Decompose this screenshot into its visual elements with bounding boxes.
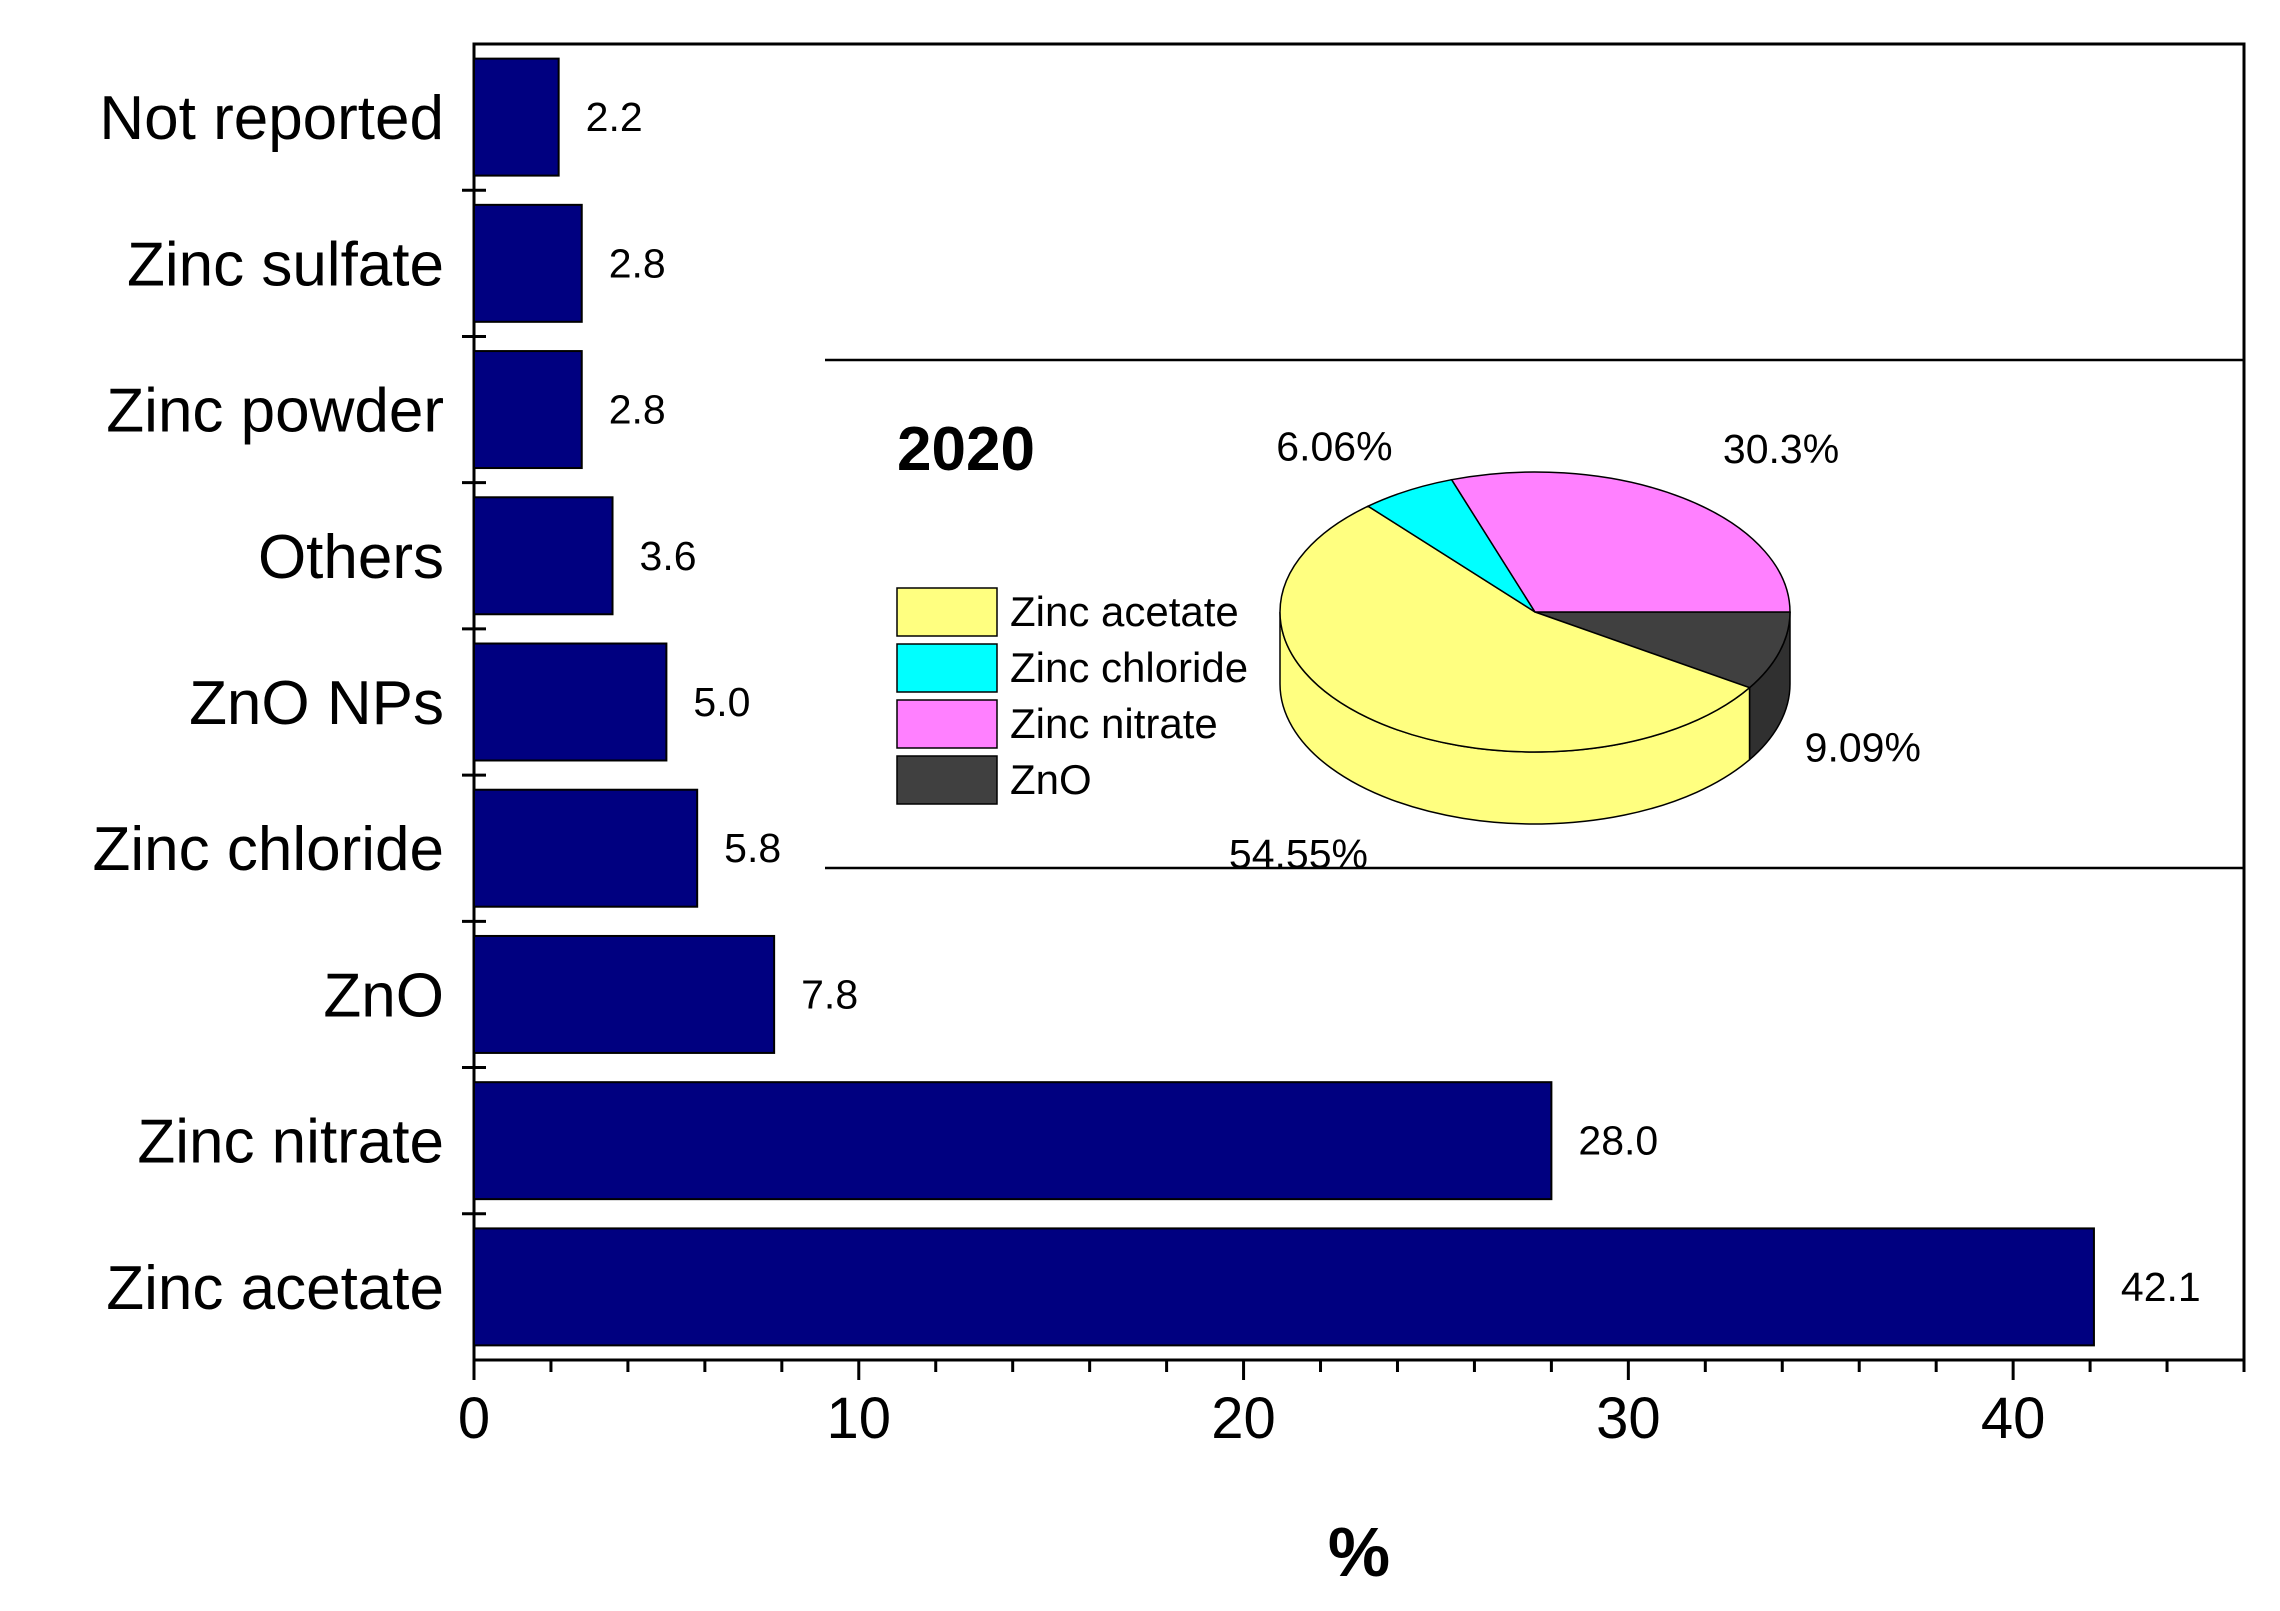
- bar-zno-nps: [473, 642, 668, 762]
- bar-zno: [473, 934, 776, 1054]
- legend-swatch-zinc-acetate: [896, 587, 998, 637]
- legend-label-zno: ZnO: [1010, 756, 1092, 803]
- pie-label-zno: 9.09%: [1805, 724, 1921, 770]
- bar-zinc-sulfate: [473, 203, 583, 323]
- value-label-zno-nps: 5.0: [693, 679, 750, 725]
- value-label-zinc-sulfate: 2.8: [609, 240, 666, 286]
- x-tick-label-0: 0: [458, 1386, 490, 1451]
- category-label-zno: ZnO: [323, 961, 444, 1030]
- pie-inset: 2020 Zinc acetate Zinc chloride Zinc nitra…: [825, 358, 2244, 877]
- x-axis: Not reported Zinc sulfate Zinc powder Other…: [93, 84, 2246, 1451]
- category-label-zinc-sulfate: Zinc sulfate: [127, 230, 444, 299]
- pie-slice-zinc-nitrate: [1450, 471, 1791, 613]
- bar-zinc-acetate: [473, 1227, 2095, 1347]
- pie-slice-zinc-acetate: [1279, 505, 1752, 753]
- category-label-not-reported: Not reported: [99, 84, 444, 153]
- bar-others: [473, 496, 614, 616]
- value-label-zinc-nitrate: 28.0: [1578, 1118, 1658, 1164]
- category-label-zno-nps: ZnO NPs: [189, 669, 444, 738]
- legend-label-zinc-acetate: Zinc acetate: [1010, 588, 1239, 635]
- x-tick-label-10: 10: [827, 1386, 892, 1451]
- pie-label-zinc-nitrate: 30.3%: [1723, 426, 1839, 472]
- category-label-zinc-powder: Zinc powder: [106, 377, 444, 446]
- value-label-zno: 7.8: [801, 971, 858, 1017]
- bar-zinc-powder: [473, 350, 583, 470]
- pie-title: 2020: [897, 415, 1035, 484]
- pie-label-zinc-chloride: 6.06%: [1276, 424, 1392, 470]
- pie-legend: Zinc acetate Zinc chloride Zinc nitrate ZnO: [896, 587, 1248, 805]
- bar-zinc-nitrate: [473, 1081, 1553, 1201]
- pie-chart: 9.09% 54.55% 6.06% 30.3%: [1229, 424, 1921, 877]
- bar-series: 2.2 2.8 2.8 3.6 5.0 5.8 7.8 28.0 42.1: [473, 57, 2201, 1347]
- legend-swatch-zinc-nitrate: [896, 699, 998, 749]
- x-tick-label-40: 40: [1981, 1386, 2046, 1451]
- legend-label-zinc-nitrate: Zinc nitrate: [1010, 700, 1218, 747]
- legend-label-zinc-chloride: Zinc chloride: [1010, 644, 1248, 691]
- value-label-zinc-chloride: 5.8: [724, 825, 781, 871]
- value-label-not-reported: 2.2: [586, 94, 643, 140]
- x-axis-title: %: [1328, 1513, 1390, 1591]
- legend-swatch-zno: [896, 755, 998, 805]
- bar-zinc-chloride: [473, 788, 699, 908]
- pie-label-zinc-acetate: 54.55%: [1229, 831, 1368, 877]
- category-label-zinc-nitrate: Zinc nitrate: [137, 1108, 444, 1177]
- category-label-zinc-acetate: Zinc acetate: [106, 1254, 444, 1323]
- x-tick-label-20: 20: [1211, 1386, 1276, 1451]
- value-label-zinc-powder: 2.8: [609, 387, 666, 433]
- pie-slice-zno: [1534, 611, 1791, 689]
- x-tick-label-30: 30: [1596, 1386, 1661, 1451]
- value-label-others: 3.6: [640, 533, 697, 579]
- bar-not-reported: [473, 57, 560, 177]
- category-label-others: Others: [258, 523, 444, 592]
- legend-swatch-zinc-chloride: [896, 643, 998, 693]
- value-label-zinc-acetate: 42.1: [2121, 1264, 2201, 1310]
- category-label-zinc-chloride: Zinc chloride: [93, 815, 444, 884]
